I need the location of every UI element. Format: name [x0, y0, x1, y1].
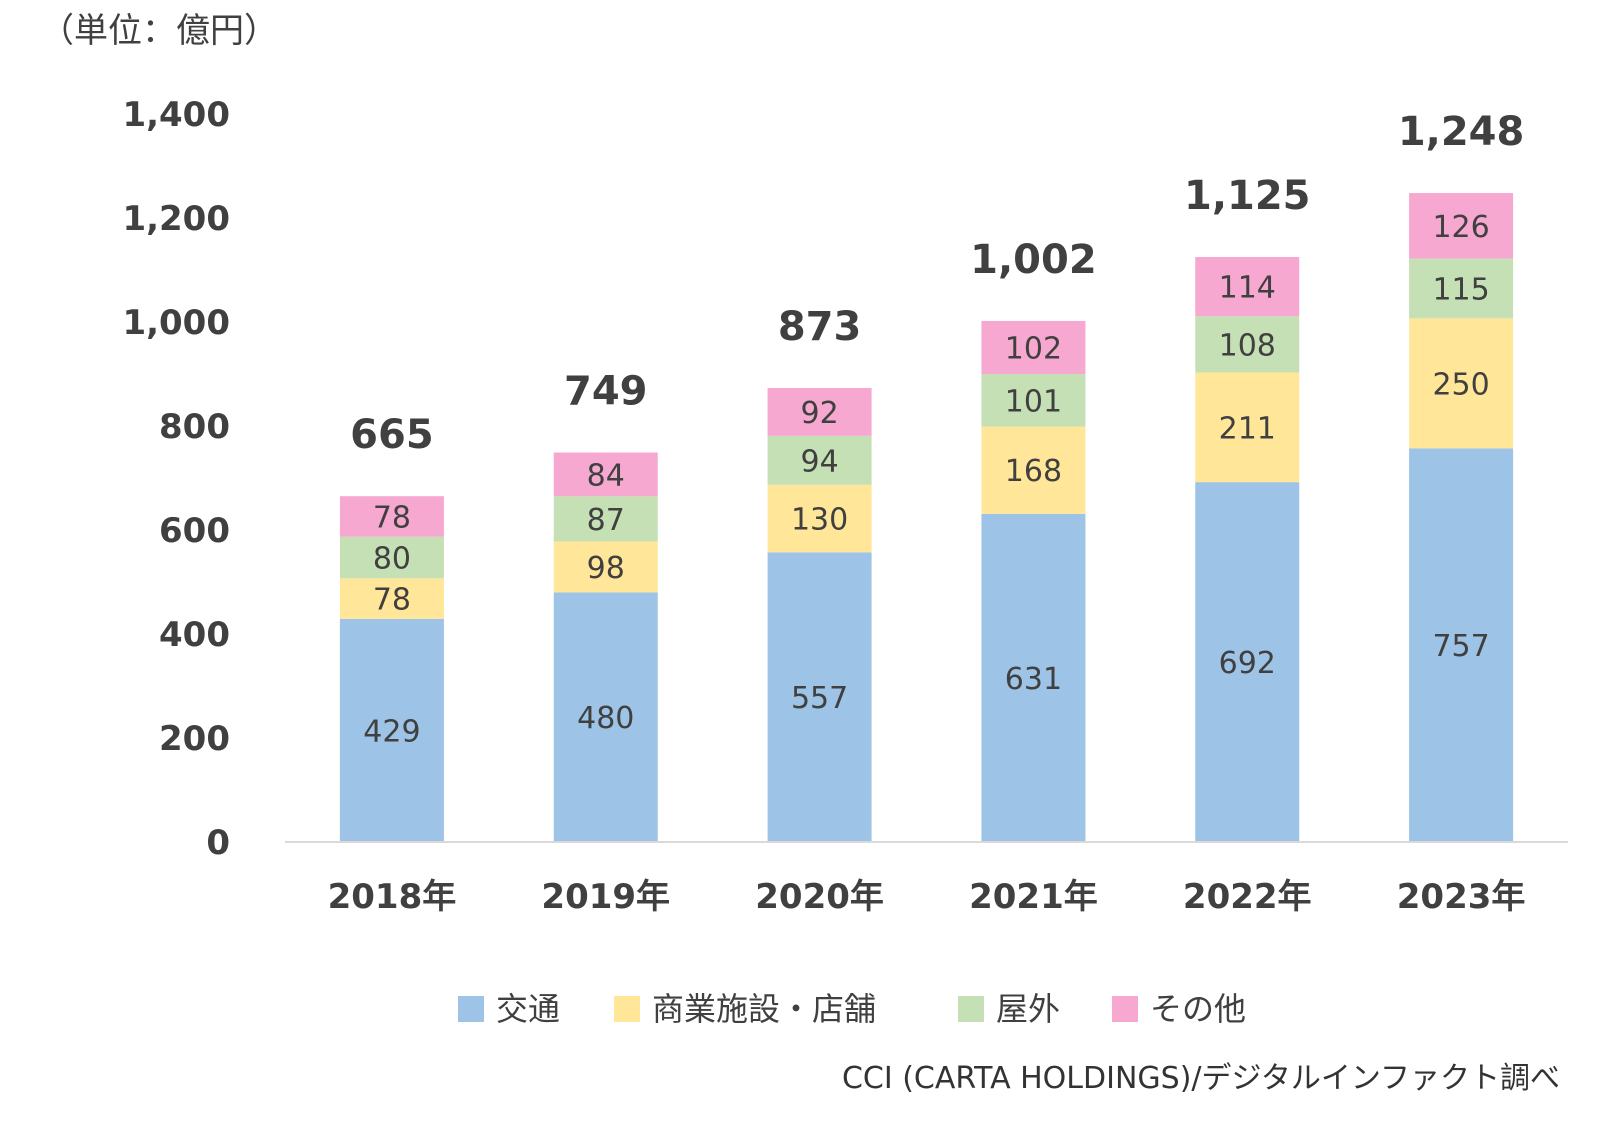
legend-label: 屋外 — [996, 990, 1060, 1028]
x-axis: 2018年 2019年 2020年 2021年 2022年 2023年 — [328, 877, 1526, 917]
bar-segment — [981, 374, 1086, 427]
legend: 交通 商業施設・店舗 屋外 その他 — [458, 990, 1246, 1028]
y-axis: 0 200 400 600 800 1,000 1,200 1,400 — [122, 95, 230, 863]
x-tick-label: 2023年 — [1397, 877, 1526, 917]
bar-segment — [1195, 482, 1300, 842]
bar-segment — [1409, 448, 1514, 842]
bar-segment — [339, 496, 444, 537]
total-label: 873 — [778, 304, 862, 350]
bar-segment — [339, 578, 444, 619]
y-tick-label: 1,400 — [122, 95, 230, 135]
data-label: 115 — [1432, 272, 1489, 307]
x-tick-label: 2021年 — [969, 877, 1098, 917]
bar-segment — [1409, 193, 1514, 259]
bar-segment — [1195, 372, 1300, 483]
data-label: 101 — [1005, 384, 1062, 419]
y-tick-label: 600 — [159, 511, 230, 551]
data-label: 98 — [587, 551, 625, 586]
data-label: 631 — [1005, 662, 1062, 697]
legend-swatch — [958, 996, 984, 1022]
bar-segment — [981, 426, 1086, 514]
data-label: 757 — [1432, 629, 1489, 664]
data-label: 211 — [1219, 411, 1276, 446]
data-label: 92 — [800, 396, 838, 431]
x-tick-label: 2020年 — [755, 877, 884, 917]
bar-segment — [553, 496, 658, 542]
data-label: 250 — [1432, 367, 1489, 402]
data-label: 87 — [587, 503, 625, 538]
y-tick-label: 200 — [159, 719, 230, 759]
bar-segment — [339, 536, 444, 579]
data-label: 80 — [373, 542, 411, 577]
total-label: 749 — [564, 369, 648, 415]
bar-segment — [767, 388, 872, 436]
bar-segment — [1409, 258, 1514, 319]
y-tick-label: 1,200 — [122, 199, 230, 239]
bars: 429 78 80 78 665 480 98 87 84 749 557 130 94 92 873 631… — [339, 109, 1525, 842]
bar-segment — [553, 592, 658, 842]
data-label: 126 — [1432, 210, 1489, 245]
bar-segment — [553, 541, 658, 593]
y-tick-label: 0 — [206, 823, 230, 863]
data-label: 84 — [587, 458, 625, 493]
x-tick-label: 2019年 — [541, 877, 670, 917]
bar-segment — [767, 435, 872, 485]
bar-segment — [981, 320, 1086, 374]
data-label: 692 — [1219, 646, 1276, 681]
data-label: 130 — [791, 503, 848, 538]
data-label: 78 — [373, 500, 411, 535]
legend-swatch — [1112, 996, 1138, 1022]
total-label: 1,248 — [1398, 109, 1525, 155]
bar-segment — [981, 513, 1086, 842]
data-label: 114 — [1219, 271, 1276, 306]
legend-label: その他 — [1150, 990, 1246, 1028]
total-label: 1,125 — [1184, 173, 1311, 219]
data-label: 94 — [800, 444, 838, 479]
bar-segment — [339, 618, 444, 842]
data-label: 557 — [791, 681, 848, 716]
y-tick-label: 1,000 — [122, 303, 230, 343]
x-tick-label: 2022年 — [1183, 877, 1312, 917]
data-label: 480 — [577, 701, 634, 736]
total-label: 1,002 — [970, 237, 1097, 283]
source-note: CCI (CARTA HOLDINGS)/デジタルインファクト調べ — [842, 1061, 1560, 1096]
x-tick-label: 2018年 — [328, 877, 457, 917]
legend-label: 交通 — [496, 990, 560, 1028]
y-tick-label: 800 — [159, 407, 230, 447]
bar-segment — [1195, 257, 1300, 317]
data-label: 168 — [1005, 454, 1062, 489]
legend-swatch — [614, 996, 640, 1022]
bar-segment — [553, 452, 658, 497]
data-label: 102 — [1005, 331, 1062, 366]
unit-label: （単位：億円） — [40, 11, 278, 51]
bar-segment — [1409, 318, 1514, 449]
bar-segment — [767, 484, 872, 553]
total-label: 665 — [350, 412, 434, 458]
data-label: 78 — [373, 583, 411, 618]
data-label: 429 — [363, 714, 420, 749]
y-tick-label: 400 — [159, 615, 230, 655]
legend-label: 商業施設・店舗 — [652, 990, 876, 1028]
data-label: 108 — [1219, 328, 1276, 363]
bar-segment — [1195, 316, 1300, 373]
legend-swatch — [458, 996, 484, 1022]
bar-segment — [767, 552, 872, 842]
